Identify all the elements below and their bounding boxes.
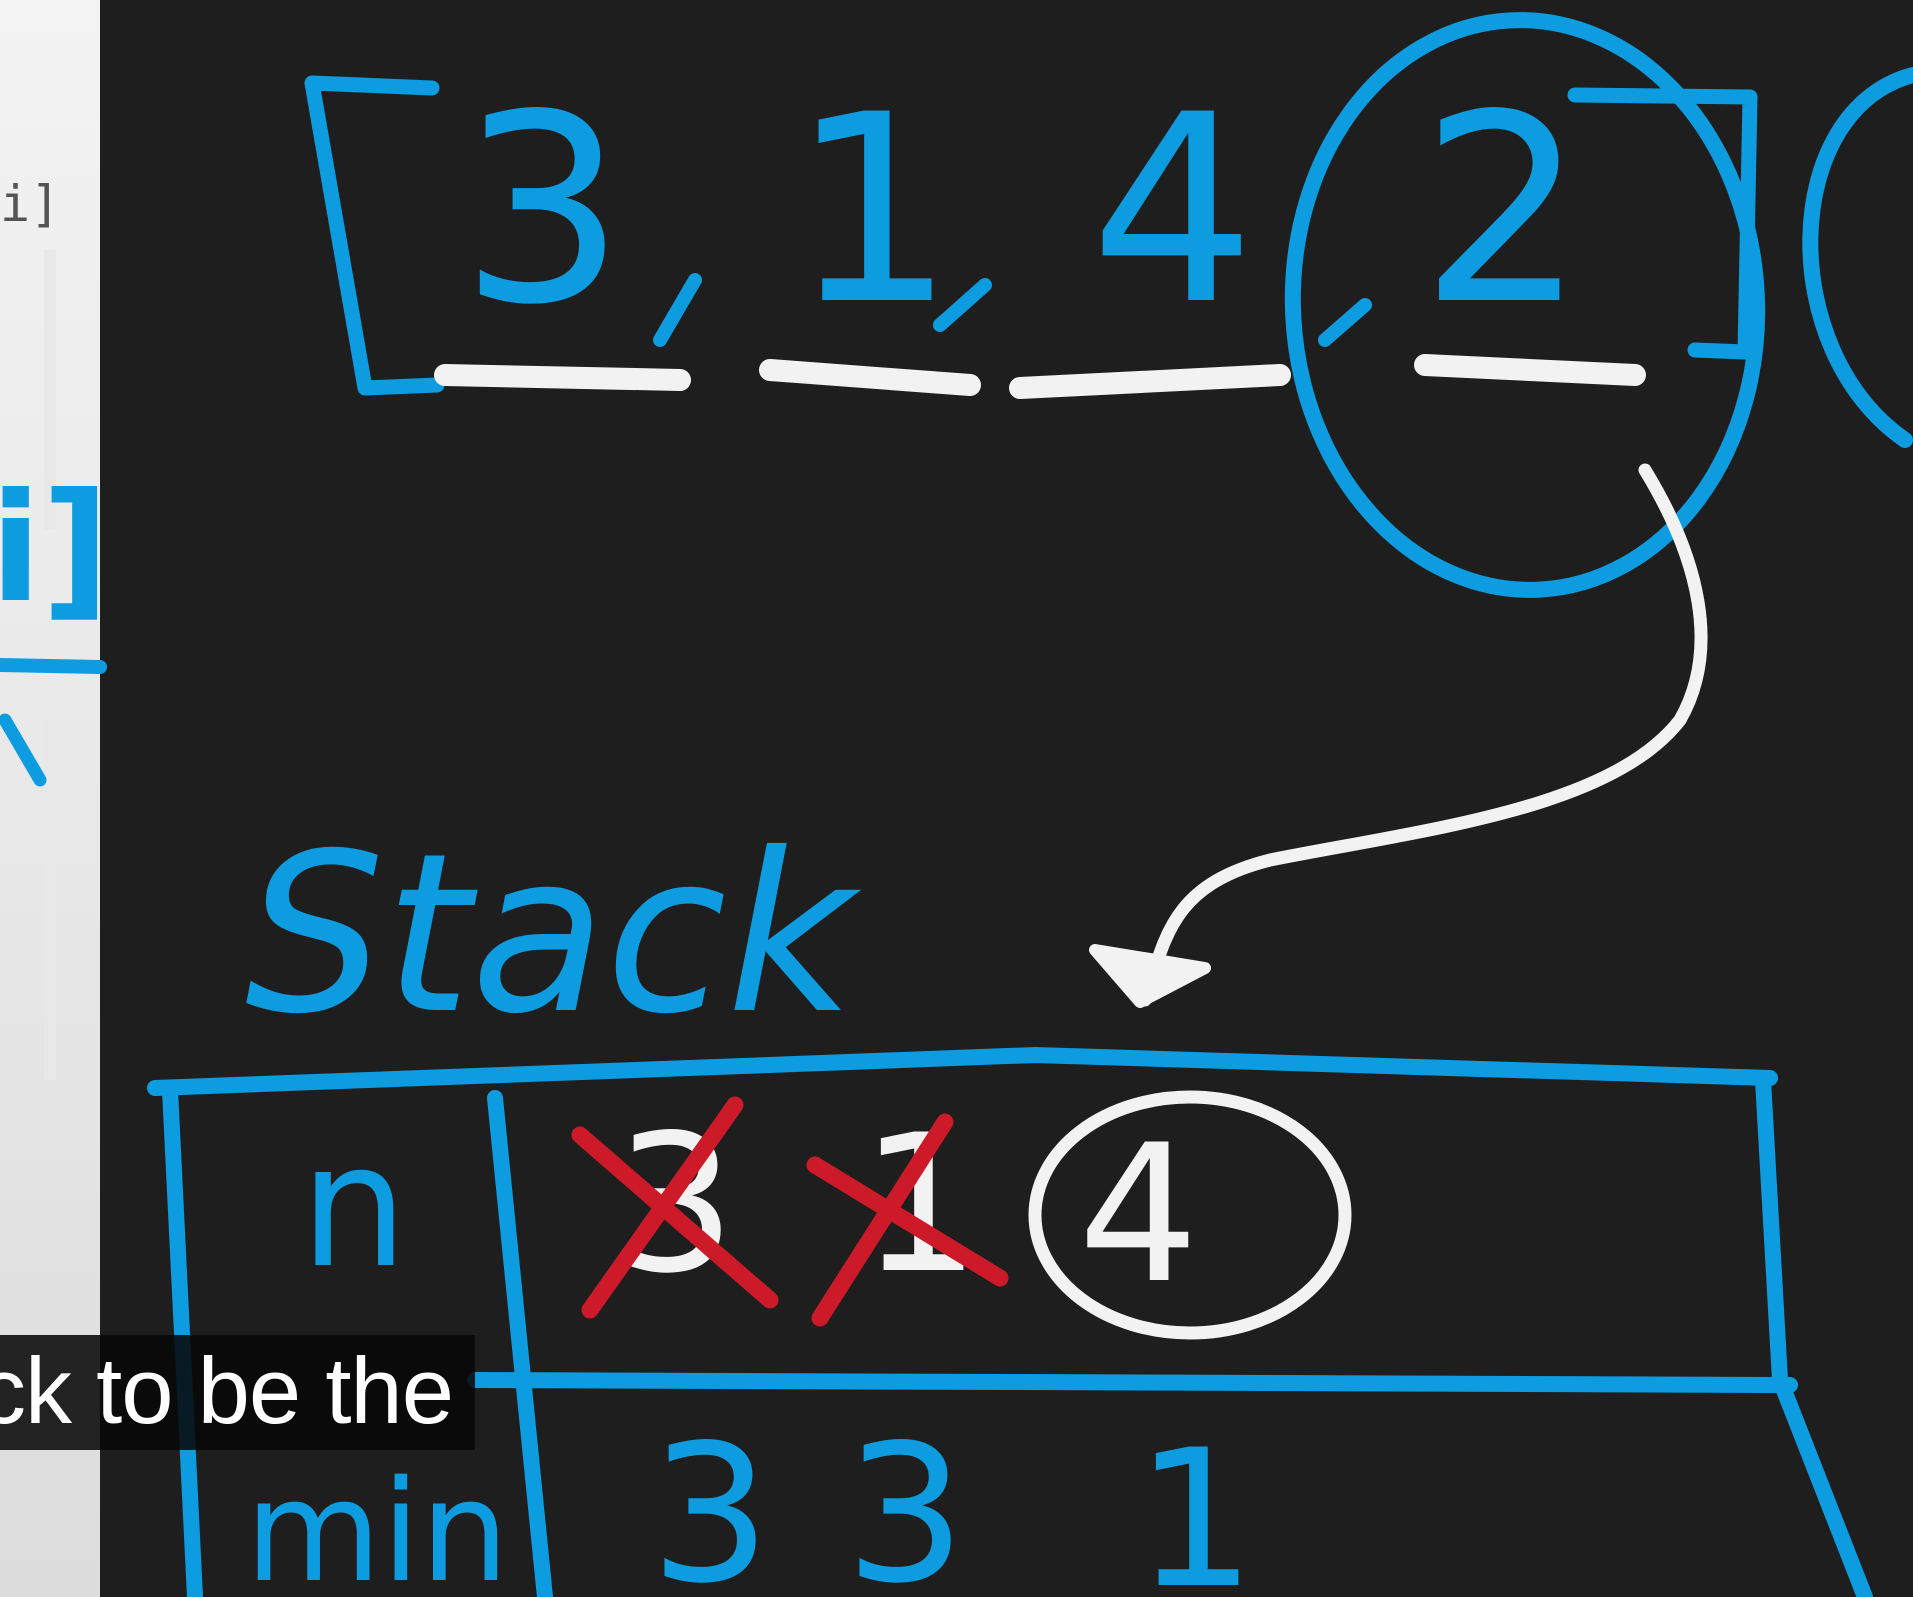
cross-stroke: [581, 1096, 744, 1319]
min-row-values: 3 3 1: [650, 1404, 1256, 1597]
min-value: 3: [845, 1404, 966, 1597]
code-fragment: i]: [0, 175, 61, 233]
array-value: 2: [1420, 60, 1585, 362]
side-bracket-text: i]: [0, 462, 110, 636]
current-element-circle: [1284, 12, 1766, 598]
top-of-stack-circle: [1028, 1090, 1352, 1340]
array-value: 1: [790, 60, 955, 362]
partial-circle-edge: [1802, 67, 1913, 448]
editor-gutter: [44, 250, 56, 530]
push-arrow: [1138, 463, 1708, 1007]
array-underlines: [434, 354, 1646, 399]
comma: [1318, 298, 1372, 347]
code-editor-panel: i]: [0, 0, 100, 1597]
side-bracket-fragment: i]: [0, 462, 110, 787]
table-row-divider: [467, 1372, 1798, 1393]
underline: [434, 364, 691, 391]
red-crosses: [571, 1096, 1009, 1327]
table-top-border: [147, 1047, 1778, 1096]
arrow-head: [1089, 944, 1211, 1008]
underline: [1414, 354, 1646, 386]
min-value: 1: [1135, 1409, 1256, 1597]
cross-stroke: [571, 1126, 779, 1309]
side-underline: [0, 658, 107, 674]
array-value: 4: [1090, 60, 1255, 362]
comma: [653, 273, 702, 347]
array-value: 3: [460, 60, 625, 362]
row-label-n: n: [300, 1108, 408, 1306]
array-commas: [653, 273, 1372, 347]
underline: [759, 359, 981, 396]
min-value: 3: [650, 1404, 771, 1597]
row-label-min: min: [245, 1451, 509, 1597]
subtitle-text: ck to be the: [0, 1338, 454, 1443]
cross-stroke: [811, 1113, 954, 1327]
editor-gutter: [44, 720, 56, 1080]
side-arrow: [0, 713, 47, 787]
array-values: 3 1 4 2: [460, 60, 1585, 362]
table-column-divider: [487, 1090, 553, 1597]
n-value: 4: [1078, 1104, 1199, 1325]
underline: [1009, 364, 1291, 399]
n-row-values: 3 1 4: [615, 1094, 1199, 1325]
stack-title: Stack: [245, 806, 862, 1062]
comma: [933, 278, 992, 332]
right-bracket: [1567, 87, 1758, 360]
cross-stroke: [806, 1156, 1009, 1287]
table-right-border: [1755, 1072, 1873, 1597]
left-bracket: [304, 75, 445, 396]
subtitle-caption: ck to be the: [0, 1335, 475, 1450]
